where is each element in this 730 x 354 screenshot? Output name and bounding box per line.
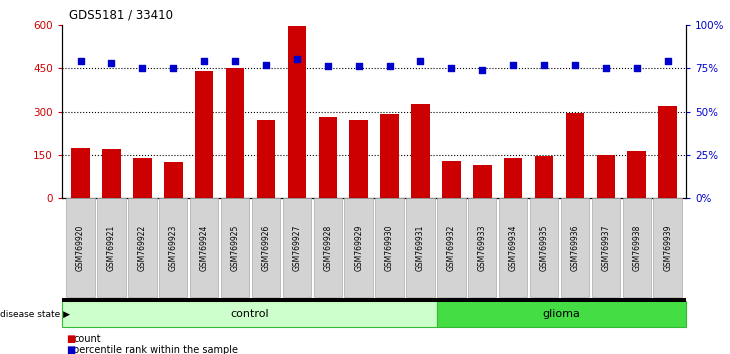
Bar [195,71,213,198]
Point [322,64,334,69]
Point [353,64,364,69]
Bar [411,104,430,198]
Point [384,64,396,69]
Bar [72,148,90,198]
Text: GSM769925: GSM769925 [231,224,239,271]
Text: GSM769935: GSM769935 [539,224,548,271]
Text: GSM769926: GSM769926 [261,224,271,271]
Bar [133,158,152,198]
Bar [102,149,120,198]
Point [199,58,210,64]
Text: GSM769930: GSM769930 [385,224,394,271]
Point [137,65,148,71]
Point [291,57,303,62]
Text: count: count [73,334,101,344]
Text: GSM769928: GSM769928 [323,225,332,271]
Bar [566,113,584,198]
Text: ■: ■ [66,345,75,354]
Text: GSM769920: GSM769920 [76,224,85,271]
Point [569,62,581,68]
Text: GSM769921: GSM769921 [107,225,116,271]
Text: GDS5181 / 33410: GDS5181 / 33410 [69,8,173,21]
Bar [535,156,553,198]
Point [477,67,488,73]
Text: GSM769923: GSM769923 [169,224,178,271]
Text: ■: ■ [66,334,75,344]
Text: GSM769938: GSM769938 [632,224,641,271]
Bar [257,120,275,198]
Text: GSM769931: GSM769931 [416,224,425,271]
Point [600,65,612,71]
Point [631,65,642,71]
Text: GSM769933: GSM769933 [477,224,487,271]
Bar [473,165,491,198]
Text: GSM769934: GSM769934 [509,224,518,271]
Text: GSM769932: GSM769932 [447,224,456,271]
Text: GSM769929: GSM769929 [354,224,364,271]
Text: disease state ▶: disease state ▶ [0,310,70,319]
Point [445,65,457,71]
Bar [504,158,523,198]
Bar [318,117,337,198]
Point [106,60,118,66]
Text: GSM769924: GSM769924 [200,224,209,271]
Bar [380,114,399,198]
Point [507,62,519,68]
Text: GSM769936: GSM769936 [570,224,580,271]
Bar [164,162,182,198]
Point [74,58,86,64]
Bar [658,106,677,198]
Text: GSM769937: GSM769937 [602,224,610,271]
Text: GSM769922: GSM769922 [138,225,147,271]
Point [260,62,272,68]
Text: control: control [230,309,269,319]
Bar [596,155,615,198]
Text: GSM769927: GSM769927 [293,224,301,271]
Point [538,62,550,68]
Point [415,58,426,64]
Bar [350,120,368,198]
Point [662,58,674,64]
Point [167,65,179,71]
Bar [442,161,461,198]
Bar [226,68,245,198]
Text: GSM769939: GSM769939 [663,224,672,271]
Text: glioma: glioma [542,309,580,319]
Point [229,58,241,64]
Bar [288,26,306,198]
Text: percentile rank within the sample: percentile rank within the sample [73,345,238,354]
Bar [628,150,646,198]
